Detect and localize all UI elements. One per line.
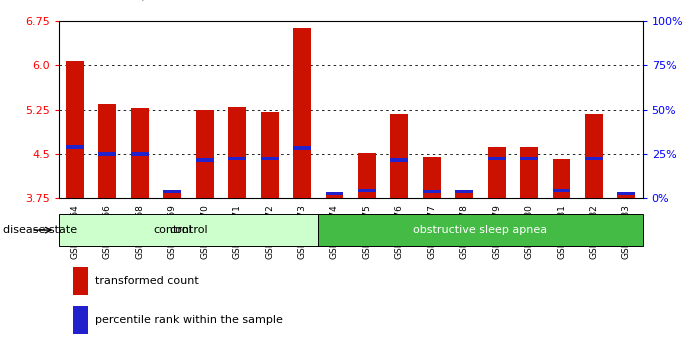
Bar: [390, 114, 408, 198]
Bar: [325, 194, 343, 198]
Bar: [618, 192, 635, 195]
Bar: [99, 152, 116, 156]
Bar: [99, 104, 116, 198]
Bar: [228, 107, 246, 198]
Bar: [553, 189, 571, 192]
Bar: [618, 194, 635, 198]
Bar: [358, 189, 376, 192]
Bar: [455, 191, 473, 198]
Bar: [196, 158, 214, 161]
Bar: [358, 153, 376, 198]
Bar: [325, 192, 343, 195]
Bar: [293, 28, 311, 198]
Bar: [553, 159, 571, 198]
Text: control: control: [153, 225, 191, 235]
Bar: [131, 152, 149, 156]
Text: disease state: disease state: [3, 225, 77, 235]
Bar: [73, 306, 88, 333]
Bar: [390, 158, 408, 161]
Bar: [488, 157, 506, 160]
Bar: [66, 61, 84, 198]
Bar: [455, 189, 473, 193]
Bar: [196, 110, 214, 198]
Bar: [423, 157, 441, 198]
Bar: [261, 112, 278, 198]
Text: control: control: [169, 225, 208, 235]
Text: transformed count: transformed count: [95, 276, 199, 286]
Bar: [585, 157, 603, 160]
Bar: [163, 189, 181, 193]
Bar: [520, 147, 538, 198]
Bar: [585, 114, 603, 198]
Bar: [163, 191, 181, 198]
Bar: [131, 108, 149, 198]
Text: obstructive sleep apnea: obstructive sleep apnea: [413, 225, 547, 235]
Bar: [261, 157, 278, 160]
Bar: [59, 214, 319, 246]
Bar: [520, 157, 538, 160]
Bar: [66, 145, 84, 149]
Bar: [488, 147, 506, 198]
Bar: [228, 157, 246, 160]
Text: percentile rank within the sample: percentile rank within the sample: [95, 315, 283, 325]
Text: GDS4857 / 7896000: GDS4857 / 7896000: [79, 0, 207, 2]
Bar: [293, 147, 311, 150]
Bar: [73, 267, 88, 295]
Bar: [319, 214, 643, 246]
Bar: [423, 189, 441, 193]
